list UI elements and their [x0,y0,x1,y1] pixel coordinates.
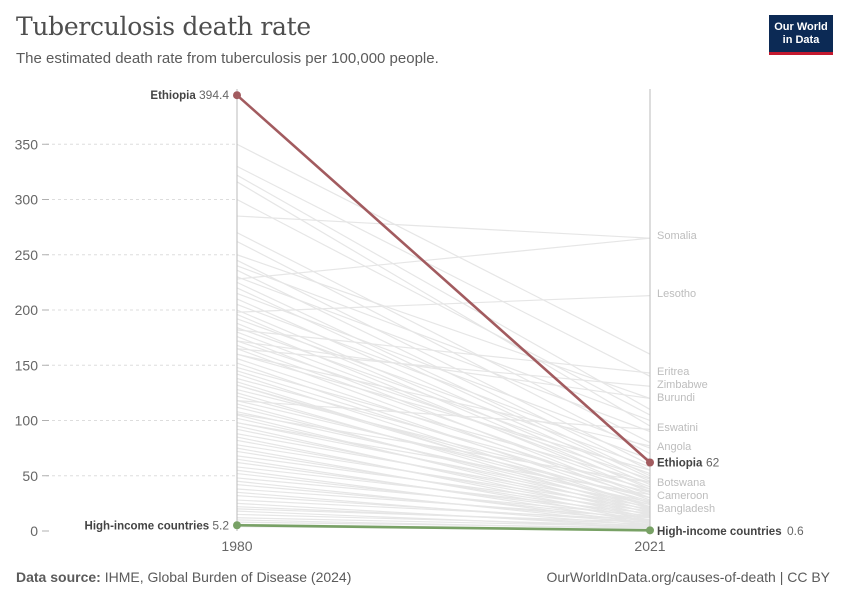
country-label-bangladesh: Bangladesh [657,503,715,515]
end-label-value-high-income-countries: 0.6 [787,524,804,538]
y-tick-label: 0 [30,523,38,539]
series-point-start-ethiopia [233,91,241,100]
background-line [236,215,651,239]
series-line-ethiopia [236,94,651,464]
chart-subtitle: The estimated death rate from tuberculos… [16,50,439,67]
background-line [236,455,651,512]
background-line [236,411,651,503]
background-line-eritrea [236,329,651,374]
y-tick-label: 250 [15,247,39,263]
background-line [236,400,651,499]
background-line-botswana [236,413,651,483]
start-label-name: Ethiopia [150,90,199,102]
logo-line-1: Our World [774,20,828,33]
background-line [236,433,651,508]
country-label-lesotho: Lesotho [657,288,696,300]
background-line [236,353,651,471]
background-line [236,488,651,519]
background-line [236,521,651,529]
y-tick-label: 300 [15,192,39,208]
background-line [236,165,651,377]
country-label-angola: Angola [657,441,692,453]
background-line [236,198,651,416]
logo-line-2: in Data [782,33,820,46]
background-line [236,422,651,506]
owid-logo[interactable]: Our World in Data [769,15,833,55]
x-tick-label-2021: 2021 [634,538,665,554]
start-label-value: 394.4 [199,88,229,102]
data-source: Data source: IHME, Global Burden of Dise… [16,569,351,585]
country-label-zimbabwe: Zimbabwe [657,379,708,391]
series-point-start-high-income-countries [233,521,241,530]
background-line [236,517,651,528]
background-line-bangladesh [236,384,651,508]
background-line-lesotho [236,295,651,313]
background-line [236,303,651,460]
axis-layer: 0 50 100 150 200 250 300 350 1980 2021 [15,89,666,554]
y-tick-label: 100 [15,413,39,429]
country-label-burundi: Burundi [657,392,695,404]
background-line-somalia [236,237,651,280]
series-point-end-high-income-countries [646,526,654,535]
country-label-eritrea: Eritrea [657,366,690,378]
background-line [236,265,651,422]
x-tick-label-1980: 1980 [221,538,252,554]
background-line [236,477,651,517]
background-line [236,388,651,493]
series-point-end-ethiopia [646,458,654,467]
data-source-text: IHME, Global Burden of Disease (2024) [104,569,352,585]
background-line [236,340,651,480]
background-line [236,143,651,355]
background-line [236,358,651,496]
end-label-name-high-income-countries: High-income countries [657,526,782,538]
y-tick-label: 350 [15,136,39,152]
start-label-value: 5.2 [212,518,229,532]
background-line-cameroon [236,422,651,496]
background-line [236,254,651,399]
background-line [236,366,651,483]
end-label-name-ethiopia: Ethiopia [657,457,703,469]
background-line [236,276,651,433]
start-label-ethiopia: Ethiopia 394.4 [150,88,229,102]
country-label-eswatini: Eswatini [657,422,698,434]
start-label-high-income-countries: High-income countries 5.2 [85,518,230,532]
data-source-label: Data source: [16,569,101,585]
background-line [236,444,651,510]
background-line [236,292,651,449]
y-tick-label: 50 [22,468,38,484]
background-line [236,174,651,410]
country-label-botswana: Botswana [657,477,706,489]
background-line [236,495,651,523]
country-label-cameroon: Cameroon [657,490,708,502]
background-line [236,318,651,468]
source-link[interactable]: OurWorldInData.org/causes-of-death | CC … [546,569,831,585]
start-label-name: High-income countries [85,520,213,532]
background-line [236,513,651,527]
chart-title: Tuberculosis death rate [16,12,311,41]
background-line [236,281,651,477]
highlighted-lines-layer [233,91,654,535]
y-tick-label: 150 [15,357,39,373]
grid-layer [46,143,237,477]
end-label-value-ethiopia: 62 [706,455,720,469]
background-line-zimbabwe [236,348,651,387]
series-line-high-income-countries [236,523,651,532]
background-line [236,240,651,455]
background-line-angola [236,353,651,447]
background-line [236,499,651,521]
background-line [236,508,651,523]
y-tick-label: 200 [15,302,39,318]
background-lines-layer [236,143,651,531]
background-line [236,466,651,514]
country-label-somalia: Somalia [657,230,698,242]
background-line-burundi [236,340,651,399]
background-line [236,232,651,444]
